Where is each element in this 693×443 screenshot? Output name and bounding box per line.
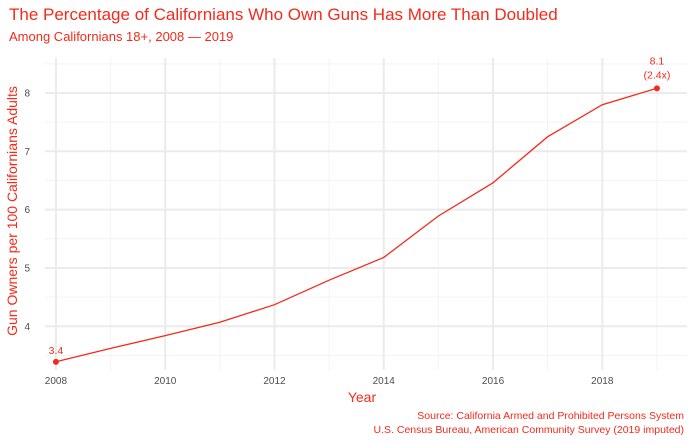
y-tick-label: 5: [24, 263, 30, 274]
chart-subtitle: Among Californians 18+, 2008 — 2019: [9, 29, 233, 44]
start-point: [52, 358, 59, 365]
x-tick-label: 2016: [482, 376, 505, 387]
x-tick-label: 2012: [263, 376, 286, 387]
x-axis-title: Year: [348, 389, 377, 405]
caption-source: Source: California Armed and Prohibited …: [417, 410, 684, 422]
endpoint-markers: [52, 85, 660, 365]
end-value-label: 8.1: [650, 55, 665, 67]
x-tick-label: 2010: [154, 376, 177, 387]
data-labels: 3.4 8.1 (2.4x): [49, 55, 671, 357]
x-tick-label: 2014: [373, 376, 396, 387]
series-line: [55, 87, 658, 363]
grid: [45, 58, 687, 370]
end-point: [653, 85, 660, 92]
x-tick-label: 2008: [45, 376, 68, 387]
start-value-label: 3.4: [49, 345, 64, 357]
y-tick-label: 4: [24, 322, 30, 333]
chart-title: The Percentage of Californians Who Own G…: [9, 5, 558, 24]
caption-census: U.S. Census Bureau, American Community S…: [374, 424, 684, 436]
y-tick-label: 6: [24, 205, 30, 216]
y-axis-title: Gun Owners per 100 Californians Adults: [4, 86, 20, 336]
x-tick-label: 2018: [591, 376, 614, 387]
y-tick-label: 7: [24, 147, 30, 158]
end-ratio-label: (2.4x): [644, 69, 671, 81]
y-axis-ticks: 4 5 6 7 8: [24, 88, 30, 332]
x-axis-ticks: 2008 2010 2012 2014 2016 2018: [45, 376, 614, 387]
y-tick-label: 8: [24, 88, 30, 99]
